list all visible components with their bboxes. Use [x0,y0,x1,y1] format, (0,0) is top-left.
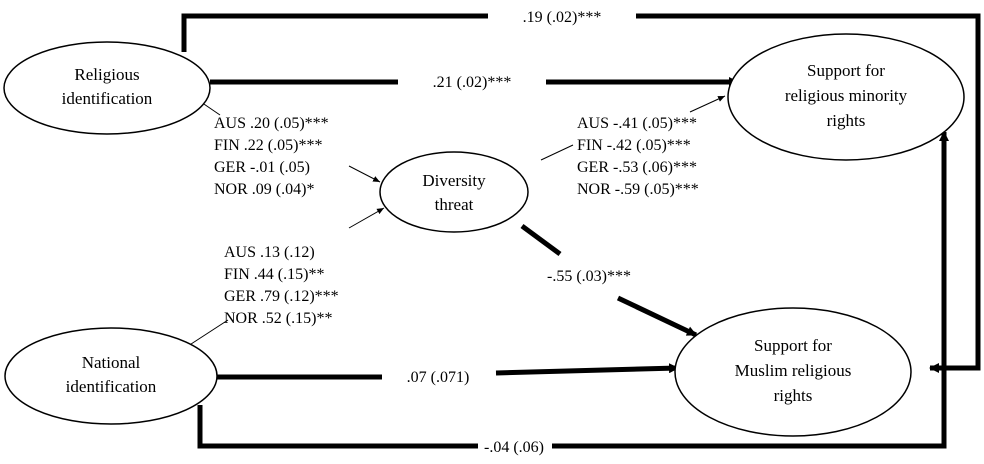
path-religious-to-muslim-outer [181,13,981,373]
svg-text:FIN .22 (.05)***: FIN .22 (.05)*** [214,137,322,154]
coef-block-threat-to-minority: AUS -.41 (.05)*** FIN -.42 (.05)*** GER … [577,115,699,198]
svg-text:NOR -.59 (.05)***: NOR -.59 (.05)*** [577,181,699,198]
svg-text:Support for: Support for [807,61,885,80]
svg-text:Muslim religious: Muslim religious [735,361,852,380]
node-support-minority-rights: Support for religious minority rights [727,33,965,161]
coef-threat-to-muslim: -.55 (.03)*** [547,268,631,285]
svg-text:identification: identification [66,377,157,396]
connector-national-to-threat [348,207,385,229]
coef-national-to-muslim-direct: .07 (.071) [407,369,470,386]
node-support-muslim-rights: Support for Muslim religious rights [674,307,912,437]
node-national-identification: National identification [4,327,218,425]
coef-block-national-to-threat: AUS .13 (.12) FIN .44 (.15)** GER .79 (.… [224,244,339,327]
svg-text:GER .79 (.12)***: GER .79 (.12)*** [224,288,339,305]
svg-text:AUS .13 (.12): AUS .13 (.12) [224,244,315,261]
coef-religious-to-muslim-outer: .19 (.02)*** [523,9,602,26]
path-national-to-muslim-direct [214,363,679,380]
svg-text:Religious: Religious [74,65,139,84]
svg-text:National: National [82,353,141,372]
svg-text:NOR .09 (.04)*: NOR .09 (.04)* [214,181,314,198]
svg-text:religious minority: religious minority [785,86,908,105]
svg-text:GER -.01 (.05): GER -.01 (.05) [214,159,310,176]
path-national-to-minority-outer [197,131,949,449]
svg-text:rights: rights [774,386,813,405]
connector-national-label [187,319,229,347]
node-religious-identification: Religious identification [3,41,211,135]
svg-text:rights: rights [827,111,866,130]
svg-text:Diversity: Diversity [422,171,486,190]
connector-religious-to-threat [348,165,381,183]
svg-text:GER -.53 (.06)***: GER -.53 (.06)*** [577,159,697,176]
coef-national-to-minority-outer: -.04 (.06) [484,439,544,456]
svg-text:AUS -.41 (.05)***: AUS -.41 (.05)*** [577,115,697,132]
svg-text:AUS .20 (.05)***: AUS .20 (.05)*** [214,115,329,132]
connector-threat-to-minority [689,95,726,113]
connector-threat-label [540,144,574,161]
svg-text:FIN -.42 (.05)***: FIN -.42 (.05)*** [577,137,691,154]
coef-block-religious-to-threat: AUS .20 (.05)*** FIN .22 (.05)*** GER -.… [214,115,329,198]
svg-text:FIN .44 (.15)**: FIN .44 (.15)** [224,266,324,283]
svg-text:identification: identification [62,89,153,108]
node-diversity-threat: Diversity threat [379,151,529,233]
path-threat-to-muslim [520,223,698,338]
svg-text:NOR .52 (.15)**: NOR .52 (.15)** [224,310,332,327]
coef-religious-to-minority-direct: .21 (.02)*** [433,74,512,91]
svg-text:Support for: Support for [754,336,832,355]
svg-text:threat: threat [435,195,474,214]
